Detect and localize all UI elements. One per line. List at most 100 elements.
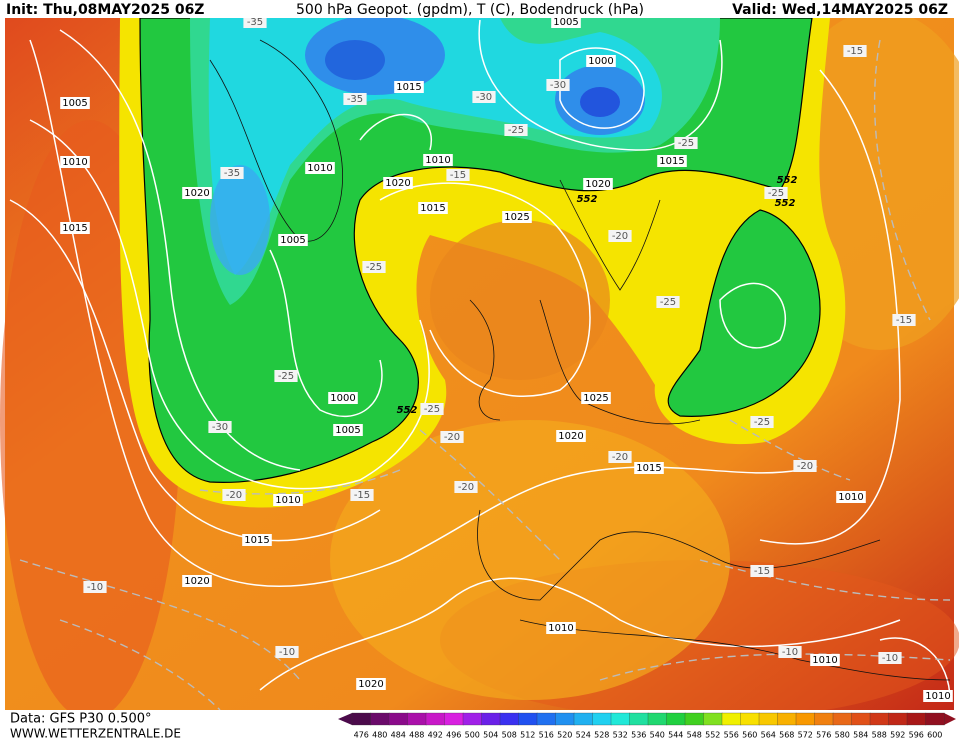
pressure-label: 1020: [358, 679, 383, 690]
pressure-label-box: [60, 222, 90, 234]
temperature-label: -25: [754, 417, 770, 428]
colorbar-label: 572: [798, 731, 813, 740]
colorbar-label: 592: [890, 731, 905, 740]
geopotential-label: 552: [777, 175, 798, 186]
pressure-label: 1025: [504, 212, 529, 223]
isobar: [269, 249, 383, 417]
temperature-label: -15: [354, 490, 370, 501]
temperature-label-box: [608, 230, 632, 242]
colorbar-swatch: [832, 712, 853, 726]
temperature-label-box: [454, 481, 478, 493]
geopotential-label: 552: [775, 198, 796, 209]
temperature-label: -15: [896, 315, 912, 326]
isobar: [879, 637, 951, 701]
pressure-label-box: [383, 177, 413, 189]
pressure-label-box: [502, 211, 532, 223]
trough: [667, 209, 821, 417]
colorbar-label: 568: [779, 731, 794, 740]
pressure-label-box: [182, 575, 212, 587]
pressure-label: 1010: [925, 691, 950, 702]
pressure-label: 1005: [280, 235, 305, 246]
pressure-label-box: [836, 491, 866, 503]
colorbar-swatch: [814, 712, 834, 726]
pressure-label: 1020: [184, 188, 209, 199]
coastline: [477, 509, 881, 601]
isotherm: [419, 429, 561, 561]
temperature-label-box: [878, 652, 902, 664]
colorbar-label: 596: [909, 731, 924, 740]
pressure-label: 1015: [62, 223, 87, 234]
colorbar-label: 580: [835, 731, 850, 740]
website: WWW.WETTERZENTRALE.DE: [10, 727, 181, 741]
colorbar-swatch: [740, 712, 760, 726]
temperature-label: -30: [212, 422, 228, 433]
pressure-label: 1000: [588, 56, 613, 67]
temperature-label: -30: [550, 80, 566, 91]
colorbar-label: 496: [446, 731, 461, 740]
temperature-label-box: [608, 451, 632, 463]
temperature-label: -35: [247, 17, 263, 28]
temperature-label-box: [504, 124, 528, 136]
pressure-label: 1010: [275, 495, 300, 506]
colorbar-swatch: [499, 712, 520, 726]
temperature-label: -20: [612, 452, 628, 463]
colorbar-label: 564: [761, 731, 776, 740]
pressure-label-box: [586, 55, 616, 67]
temperature-label-box: [274, 370, 298, 382]
colorbar-swatch: [444, 712, 464, 726]
colorbar-label: 520: [557, 731, 572, 740]
colorbar-swatch: [592, 712, 612, 726]
temperature-label: -25: [508, 125, 524, 136]
isotherm: [599, 653, 951, 681]
pressure-label: 1015: [659, 156, 684, 167]
colorbar-label: 532: [613, 731, 628, 740]
geopotential-label: 552: [397, 405, 418, 416]
colorbar-swatch: [629, 712, 649, 726]
warm-core: [430, 220, 610, 380]
pressure-label: 1015: [396, 82, 421, 93]
pressure-label: 1020: [184, 576, 209, 587]
temperature-label: -20: [612, 231, 628, 242]
pressure-label: 1000: [330, 393, 355, 404]
colorbar-label: 560: [742, 731, 757, 740]
pressure-label-box: [657, 155, 687, 167]
pressure-label-box: [305, 162, 335, 174]
colorbar-label: 524: [576, 731, 591, 740]
coastline: [209, 39, 343, 242]
colorbar-arrow: [944, 713, 956, 725]
pressure-label-box: [356, 678, 386, 690]
pressure-label-box: [60, 97, 90, 109]
title: 500 hPa Geopot. (gpdm), T (C), Bodendruc…: [296, 2, 644, 18]
isobar: [759, 69, 901, 545]
temperature-label-box: [750, 565, 774, 577]
colorbar-swatch: [518, 712, 538, 726]
colorbar-label: 512: [520, 731, 535, 740]
contour-labels: 1005 1010 1015 1020 1015 1010 1020 1010 1015 1025…: [60, 16, 953, 702]
data-source: Data: GFS P30 0.500°: [10, 712, 152, 727]
valid-time: Valid: Wed,14MAY2025 06Z: [732, 2, 948, 18]
colorbar-swatch: [888, 712, 908, 726]
temperature-label-box: [472, 91, 496, 103]
temperature-label: -35: [224, 168, 240, 179]
temperature-label-box: [546, 79, 570, 91]
colorbar-swatch: [869, 712, 890, 726]
temperature-label-box: [222, 489, 246, 501]
colorbar-label: 516: [539, 731, 554, 740]
temperature-label-box: [793, 460, 817, 472]
pressure-label: 1010: [548, 623, 573, 634]
temperature-label: -10: [782, 647, 798, 658]
colorbar-label: 556: [724, 731, 739, 740]
pressure-label: 1020: [558, 431, 583, 442]
colorbar-swatch: [610, 712, 631, 726]
colorbar-swatch: [351, 712, 372, 726]
temperature-label: -15: [847, 46, 863, 57]
isotherm: [699, 559, 951, 601]
temperature-label-box: [764, 187, 788, 199]
isobar: [559, 47, 645, 129]
pressure-label-box: [182, 187, 212, 199]
colorbar-label: 576: [816, 731, 831, 740]
warm-field: [330, 420, 730, 700]
temperature-label: -15: [754, 566, 770, 577]
temperature-label-box: [362, 261, 386, 273]
isotherm: [729, 419, 851, 481]
